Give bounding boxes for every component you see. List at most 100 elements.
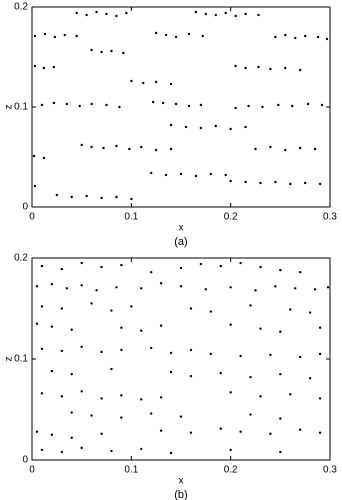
point <box>284 33 287 37</box>
point <box>125 11 128 15</box>
y-tick-label: 0.2 <box>14 2 28 13</box>
point <box>229 286 232 289</box>
x-tick-label: 0 <box>29 465 35 476</box>
point <box>318 182 322 186</box>
point <box>154 31 158 35</box>
point <box>110 309 113 312</box>
point <box>259 327 262 330</box>
point <box>40 392 44 395</box>
point <box>299 355 302 359</box>
point <box>40 305 44 308</box>
point <box>140 145 143 149</box>
point <box>33 184 37 188</box>
point <box>284 148 287 152</box>
point <box>257 13 260 17</box>
point <box>219 427 222 430</box>
point <box>239 354 242 358</box>
point <box>194 10 198 14</box>
point <box>318 326 322 329</box>
point <box>289 182 292 186</box>
point <box>214 13 217 17</box>
point <box>247 104 250 108</box>
point <box>279 330 282 333</box>
point <box>75 11 78 15</box>
point <box>325 37 329 41</box>
point <box>161 101 165 105</box>
point <box>259 265 262 269</box>
point <box>142 81 145 85</box>
point <box>70 372 73 376</box>
point <box>90 414 93 417</box>
point <box>169 451 173 455</box>
point <box>249 375 252 379</box>
point <box>318 397 322 400</box>
point <box>85 13 88 17</box>
x-tick-label: 0.1 <box>124 212 138 223</box>
point <box>284 66 287 70</box>
point <box>110 49 113 53</box>
point <box>269 432 272 435</box>
point <box>118 105 121 109</box>
point <box>120 416 123 419</box>
point <box>80 446 83 450</box>
point <box>259 181 262 185</box>
point <box>52 65 56 69</box>
point <box>257 65 260 69</box>
x-axis-label: x <box>179 223 184 234</box>
point <box>219 264 222 268</box>
point <box>299 428 302 431</box>
point <box>214 124 217 128</box>
point <box>40 448 44 452</box>
point <box>140 447 143 451</box>
point <box>326 286 330 289</box>
point <box>55 193 59 197</box>
point <box>75 34 78 38</box>
point <box>35 430 39 433</box>
y-tick-label: 0.2 <box>14 253 28 264</box>
point <box>95 10 98 14</box>
x-tick-label: 0.1 <box>124 465 138 476</box>
point <box>70 328 73 331</box>
point <box>100 432 103 435</box>
point <box>169 351 173 355</box>
point <box>229 323 232 326</box>
y-axis-label: z <box>4 105 15 110</box>
point <box>50 369 54 373</box>
point <box>120 263 123 267</box>
point <box>204 12 208 16</box>
point <box>63 33 66 37</box>
point <box>229 127 232 131</box>
point <box>128 147 131 151</box>
point <box>60 395 63 398</box>
y-tick-label: 0.1 <box>14 102 28 113</box>
point <box>50 433 54 436</box>
point <box>80 390 83 393</box>
point <box>313 147 317 151</box>
point <box>80 284 83 287</box>
point <box>42 156 46 160</box>
point <box>85 194 88 198</box>
point <box>254 147 257 151</box>
point <box>102 146 105 150</box>
y-axis-label: z <box>4 357 15 362</box>
point <box>32 154 36 158</box>
point <box>122 51 125 55</box>
point <box>313 288 317 291</box>
point <box>279 268 282 272</box>
x-tick-label: 0.2 <box>224 465 238 476</box>
x-tick-label: 0.3 <box>323 465 337 476</box>
point <box>115 286 118 289</box>
point <box>50 283 54 286</box>
point <box>201 34 205 38</box>
point <box>110 449 113 453</box>
point <box>299 146 302 150</box>
point <box>33 34 37 38</box>
point <box>299 270 302 274</box>
point <box>100 50 103 54</box>
point <box>199 103 203 107</box>
x-tick-label: 0.3 <box>323 212 337 223</box>
point <box>224 11 227 15</box>
point <box>229 179 232 183</box>
y-tick-label: 0 <box>22 202 28 213</box>
